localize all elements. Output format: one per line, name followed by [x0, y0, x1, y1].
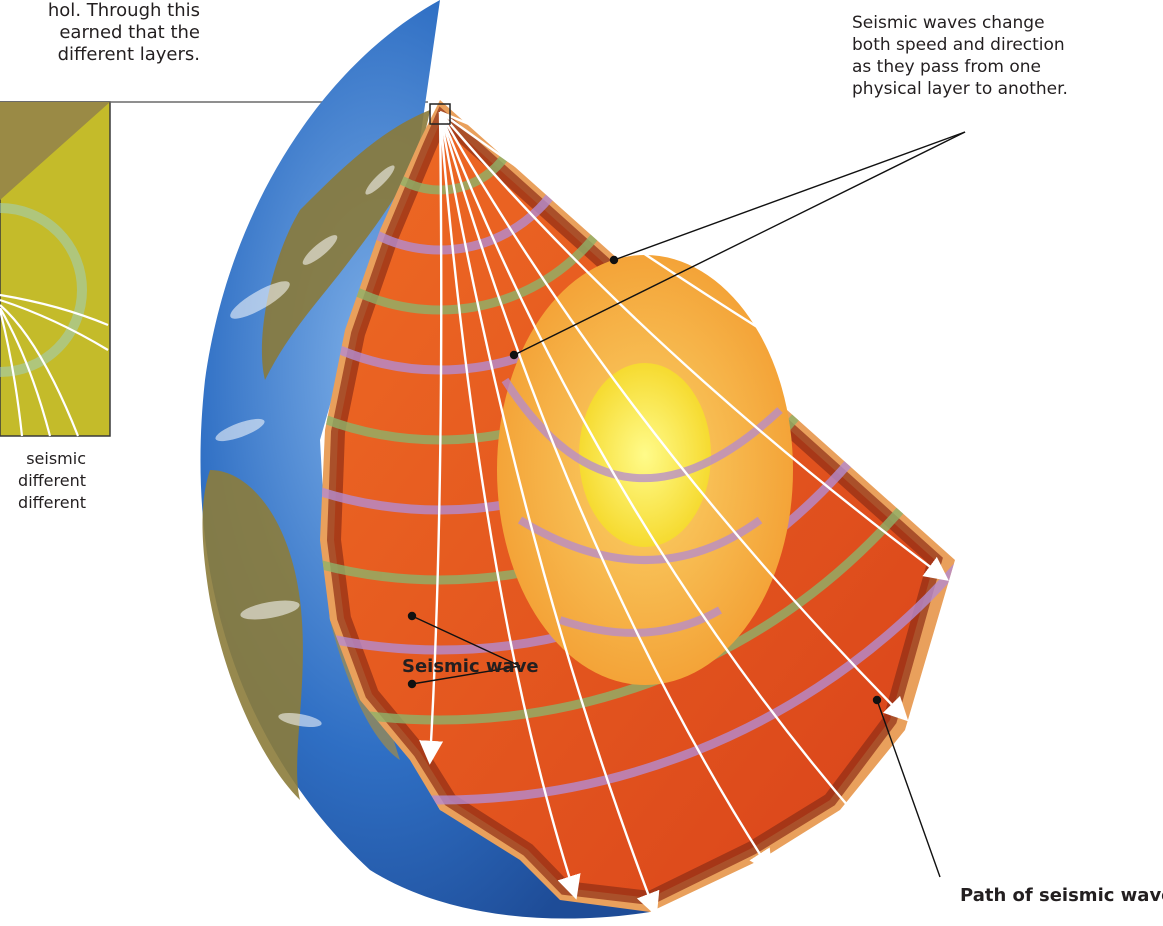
intro-line: earned that the — [59, 22, 200, 43]
intro-line: different layers. — [57, 44, 200, 65]
note-line: as they pass from one — [852, 57, 1041, 77]
intro-text: hol. Through this earned that the differ… — [0, 0, 200, 66]
upper-mantle-band — [326, 106, 943, 906]
inset-panel — [0, 101, 111, 437]
note-line: both speed and direction — [852, 35, 1065, 55]
focus-marker — [429, 103, 451, 125]
note-line: physical layer to another. — [852, 79, 1068, 99]
inner-core — [579, 363, 711, 547]
note-line: Seismic waves change — [852, 13, 1045, 33]
path-of-seismic-wave-label: Path of seismic wave — [960, 885, 1163, 906]
seismic-wave-label: Seismic wave — [402, 656, 539, 677]
inset-caption-line: seismic — [26, 449, 86, 468]
inset-caption-line: different — [18, 493, 86, 512]
inset-caption: seismic different different — [0, 448, 86, 514]
seismic-wave-paths — [419, 110, 953, 917]
intro-line: hol. Through this — [47, 0, 200, 21]
inset-caption-line: different — [18, 471, 86, 490]
leader-lines — [407, 131, 966, 878]
seismic-change-note: Seismic waves change both speed and dire… — [852, 12, 1068, 100]
core-wave-fronts — [501, 377, 783, 637]
